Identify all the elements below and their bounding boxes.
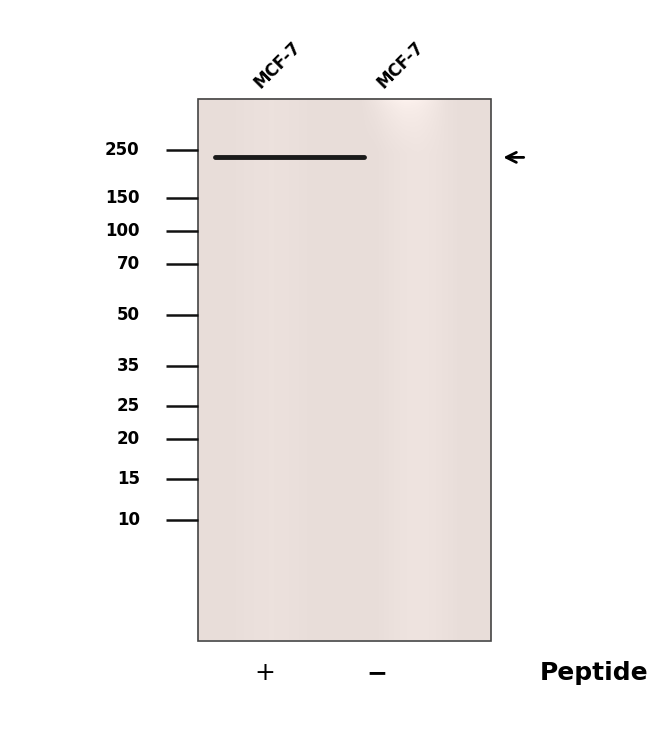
Text: 100: 100 (105, 222, 140, 239)
Text: Peptide: Peptide (540, 662, 648, 685)
Text: 250: 250 (105, 141, 140, 159)
Text: 10: 10 (117, 511, 140, 529)
Text: −: − (367, 662, 387, 685)
Text: MCF-7: MCF-7 (250, 37, 304, 92)
Text: 70: 70 (116, 255, 140, 272)
Text: 35: 35 (116, 357, 140, 375)
Text: 15: 15 (117, 471, 140, 488)
Text: +: + (255, 662, 276, 685)
Text: 50: 50 (117, 306, 140, 324)
Bar (198, 99, 491, 640)
Text: 150: 150 (105, 189, 140, 206)
Text: 20: 20 (116, 430, 140, 448)
Text: 25: 25 (116, 397, 140, 415)
Text: MCF-7: MCF-7 (374, 37, 428, 92)
